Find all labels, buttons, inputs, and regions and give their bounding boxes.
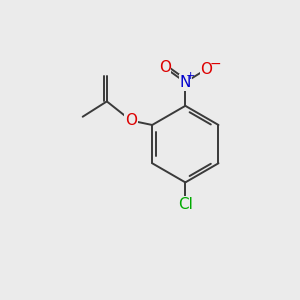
- Text: N: N: [180, 75, 191, 90]
- Text: +: +: [186, 71, 195, 81]
- Text: Cl: Cl: [178, 197, 193, 212]
- Text: −: −: [210, 57, 221, 71]
- Text: O: O: [159, 60, 171, 75]
- Text: O: O: [125, 113, 137, 128]
- Text: O: O: [200, 61, 212, 76]
